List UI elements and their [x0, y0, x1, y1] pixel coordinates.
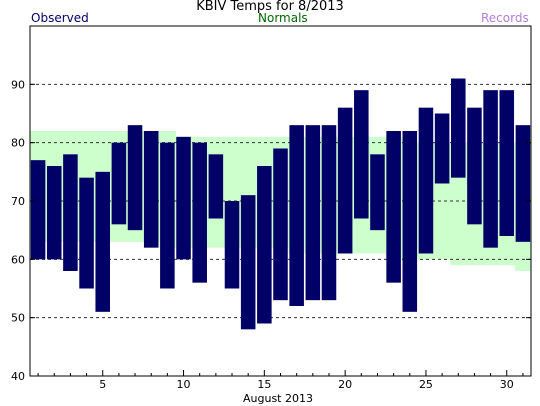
observed-layer — [30, 78, 531, 330]
observed-bar — [451, 78, 466, 178]
x-tick-label: 5 — [99, 378, 106, 391]
x-tick-label: 30 — [500, 378, 514, 391]
y-tick-label: 90 — [11, 78, 25, 91]
legend-normals: Normals — [258, 11, 308, 25]
observed-bar — [208, 154, 224, 219]
x-axis-label: August 2013 — [243, 392, 313, 405]
observed-bar — [499, 90, 515, 237]
observed-bar — [257, 166, 272, 324]
y-tick-label: 60 — [11, 253, 25, 266]
observed-bar — [434, 113, 450, 184]
observed-bar — [337, 107, 353, 254]
observed-bar — [354, 90, 369, 219]
observed-bar — [127, 125, 143, 231]
observed-bar — [176, 136, 191, 260]
ticks-layer — [30, 83, 531, 377]
y-tick-label: 70 — [11, 195, 25, 208]
observed-bar — [402, 131, 418, 312]
observed-bar — [160, 142, 175, 289]
x-tick-label: 15 — [257, 378, 271, 391]
x-tick-label: 20 — [338, 378, 352, 391]
observed-bar — [46, 166, 62, 260]
y-tick-label: 80 — [11, 137, 25, 150]
observed-bar — [418, 107, 434, 254]
x-tick-label: 25 — [419, 378, 433, 391]
observed-bar — [386, 131, 401, 283]
observed-bar — [63, 154, 78, 271]
labels-layer: 40 50 60 70 80 90 5 10 15 20 25 30 — [11, 78, 514, 391]
observed-bar — [483, 90, 498, 248]
chart-title: KBIV Temps for 8/2013 — [196, 0, 344, 14]
observed-bar — [95, 171, 110, 312]
observed-bar — [467, 107, 482, 225]
legend-records: Records — [481, 11, 529, 25]
observed-bar — [273, 148, 288, 301]
observed-bar — [143, 131, 159, 248]
observed-bar — [321, 125, 337, 301]
observed-bar — [30, 160, 46, 260]
observed-bar — [111, 142, 127, 225]
observed-bar — [305, 125, 321, 301]
observed-bar — [370, 154, 385, 231]
x-tick-label: 10 — [177, 378, 191, 391]
y-tick-label: 40 — [11, 370, 25, 383]
y-tick-label: 50 — [11, 312, 25, 325]
observed-bar — [79, 177, 94, 289]
observed-bar — [224, 201, 240, 289]
legend-observed: Observed — [31, 11, 89, 25]
observed-bar — [515, 125, 531, 242]
observed-bar — [289, 125, 304, 307]
observed-bar — [240, 195, 256, 330]
observed-bar — [192, 142, 207, 283]
